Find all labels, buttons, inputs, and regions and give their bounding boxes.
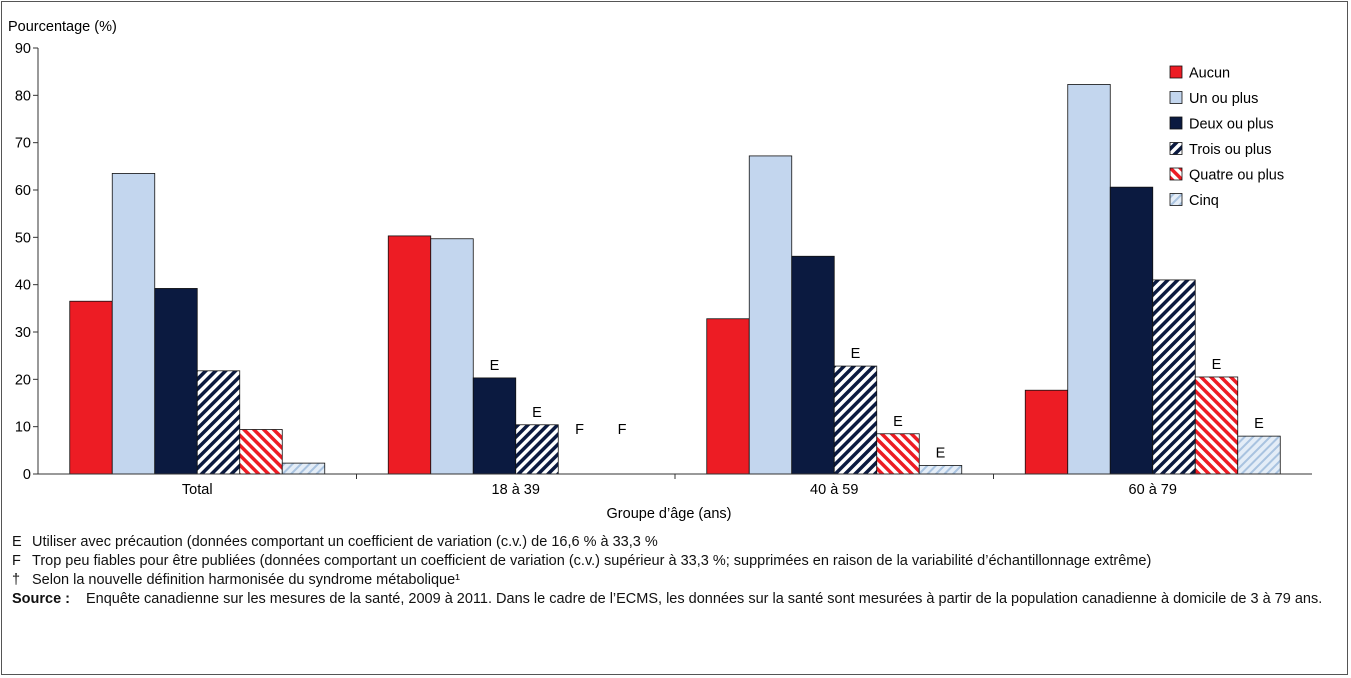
bar-flag-label: E (893, 414, 903, 430)
bar-flag-label: E (851, 346, 861, 362)
legend-label: Cinq (1189, 193, 1219, 209)
bar-quatre-ou-plus (239, 429, 283, 475)
bar-aucun (69, 300, 113, 475)
x-tick-label: Total (182, 482, 213, 498)
note-symbol: † (12, 572, 21, 588)
bar-aucun (706, 318, 750, 475)
bar-cinq (918, 465, 963, 475)
bar-trois-ou-plus (196, 370, 241, 475)
legend-swatch (1169, 193, 1183, 206)
legend-label: Deux ou plus (1189, 117, 1274, 133)
note-f: F Trop peu fiables pour être publiées (d… (12, 553, 1332, 570)
source-label: Source : (12, 591, 71, 607)
y-tick-label: 10 (15, 420, 31, 436)
source-note: Source : Enquête canadienne sur les mesu… (12, 591, 1332, 608)
legend-swatch (1169, 116, 1183, 130)
y-tick-label: 30 (15, 325, 31, 341)
y-tick-label: 20 (15, 372, 31, 388)
legend-label: Trois ou plus (1189, 142, 1271, 158)
bar-deux-ou-plus (154, 288, 198, 475)
legend: Aucun Un ou plus Deux ou plus Trois ou plus… (1169, 65, 1284, 209)
bar-flag-label: E (490, 358, 500, 374)
bar-flag-label: E (936, 445, 946, 461)
bar-flag-label: F (575, 422, 584, 438)
bar-flag-label: E (1254, 416, 1264, 432)
bar-un-ou-plus (111, 173, 156, 475)
y-tick-label: 70 (15, 136, 31, 152)
chart-notes: E Utiliser avec précaution (données comp… (12, 534, 1332, 610)
bar-un-ou-plus (430, 238, 474, 475)
bar-quatre-ou-plus (876, 433, 920, 475)
bar-flag-label: E (532, 405, 542, 421)
bar-cinq (1237, 435, 1281, 475)
legend-label: Aucun (1189, 66, 1230, 82)
bar-quatre-ou-plus (1194, 376, 1239, 475)
x-tick-label: 60 à 79 (1129, 482, 1177, 498)
x-tick-label: 40 à 59 (810, 482, 858, 498)
legend-swatch (1169, 65, 1183, 79)
y-tick-label: 80 (15, 88, 31, 104)
bar-flag-label: E (1212, 357, 1222, 373)
bar-trois-ou-plus (515, 424, 559, 475)
bar-trois-ou-plus (1152, 279, 1196, 475)
bar-flag-label: F (618, 422, 627, 438)
note-symbol: F (12, 553, 21, 569)
bar-cinq (281, 462, 326, 475)
y-tick-label: 60 (15, 183, 31, 199)
note-text: Selon la nouvelle définition harmonisée … (32, 572, 461, 588)
bar-chart: Pourcentage (%) E E F F E E E E E 0 10 20 30 40 50 60 7… (8, 19, 1312, 522)
bar-deux-ou-plus (472, 377, 517, 475)
note-e: E Utiliser avec précaution (données comp… (12, 534, 1332, 551)
y-tick-label: 0 (23, 467, 31, 483)
legend-swatch (1169, 167, 1183, 181)
source-text: Enquête canadienne sur les mesures de la… (86, 591, 1323, 607)
note-symbol: E (12, 534, 22, 550)
bar-un-ou-plus (748, 155, 793, 475)
legend-label: Quatre ou plus (1189, 168, 1284, 184)
legend-swatch (1169, 142, 1183, 155)
bar-trois-ou-plus (833, 365, 878, 475)
bar-un-ou-plus (1067, 84, 1111, 475)
legend-swatch (1169, 91, 1183, 104)
y-tick-label: 50 (15, 230, 31, 246)
y-tick-label: 40 (15, 278, 31, 294)
bar-aucun (1024, 389, 1069, 475)
x-axis-title: Groupe d’âge (ans) (607, 506, 732, 522)
x-tick-label: 18 à 39 (492, 482, 540, 498)
note-text: Trop peu fiables pour être publiées (don… (32, 553, 1152, 569)
note-dagger: † Selon la nouvelle définition harmonisé… (12, 572, 1332, 589)
y-axis-title: Pourcentage (%) (8, 19, 117, 35)
bar-deux-ou-plus (791, 255, 835, 475)
legend-label: Un ou plus (1189, 91, 1258, 107)
y-tick-label: 90 (15, 41, 31, 57)
bar-aucun (387, 235, 432, 475)
bar-deux-ou-plus (1109, 186, 1154, 475)
note-text: Utiliser avec précaution (données compor… (32, 534, 658, 550)
